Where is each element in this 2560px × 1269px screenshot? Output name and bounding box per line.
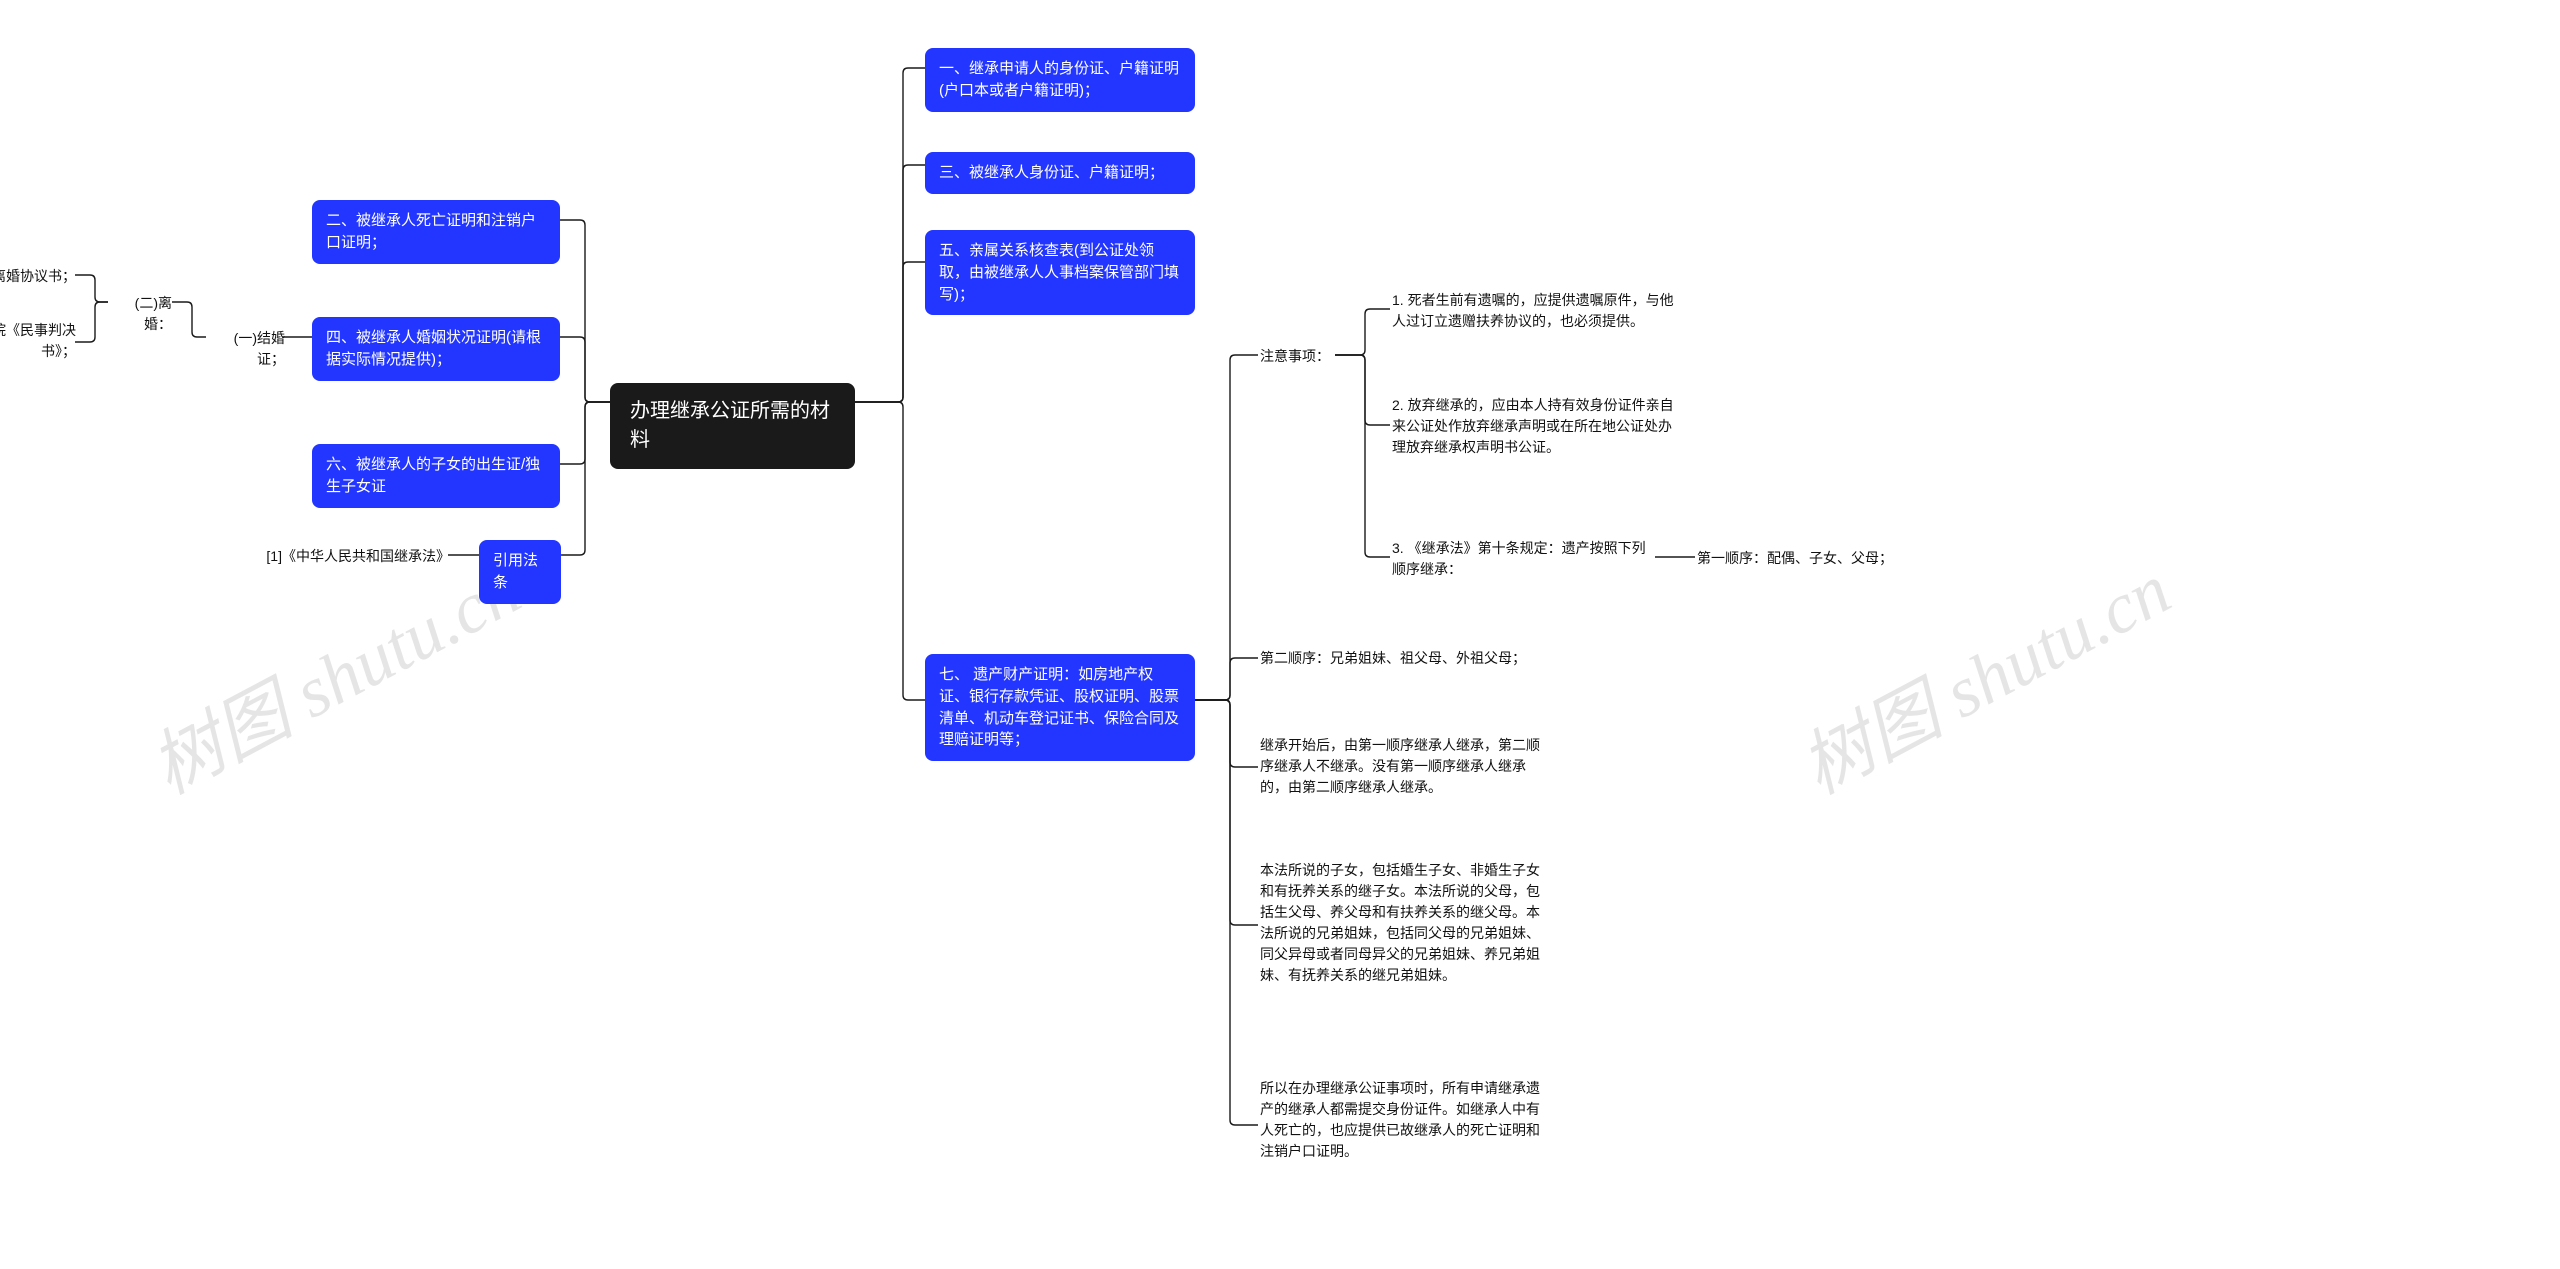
node-cite-ref: [1]《中华人民共和国继承法》: [265, 546, 450, 567]
watermark-left: 树图 shutu.cn: [129, 531, 535, 813]
node-so: 所以在办理继承公证事项时，所有申请继承遗产的继承人都需提交身份证件。如继承人中有…: [1260, 1078, 1550, 1162]
node-l2: 二、被继承人死亡证明和注销户口证明；: [312, 200, 560, 264]
node-note3: 3. 《继承法》第十条规定：遗产按照下列顺序继承：: [1392, 538, 1652, 580]
node-defs: 本法所说的子女，包括婚生子女、非婚生子女和有抚养关系的继子女。本法所说的父母，包…: [1260, 860, 1550, 986]
node-div1: (1)民政局登记的《离婚证》和离婚协议书；: [0, 266, 76, 287]
node-note1: 1. 死者生前有遗嘱的，应提供遗嘱原件，与他人过订立遗赠扶养协议的，也必须提供。: [1392, 290, 1682, 332]
mindmap-canvas: 树图 shutu.cn 树图 shutu.cn: [0, 0, 2560, 1269]
watermark-right: 树图 shutu.cn: [1779, 531, 2185, 813]
node-note3-first: 第一顺序：配偶、子女、父母；: [1697, 548, 1917, 569]
node-r7: 七、 遗产财产证明：如房地产权证、银行存款凭证、股权证明、股票清单、机动车登记证…: [925, 654, 1195, 761]
root-node: 办理继承公证所需的材料: [610, 383, 855, 469]
node-l4: 四、被继承人婚姻状况证明(请根据实际情况提供)；: [312, 317, 560, 381]
node-note2: 2. 放弃继承的，应由本人持有效身份证件亲自来公证处作放弃继承声明或在所在地公证…: [1392, 395, 1682, 458]
node-div2: (2)法院《民事调解书》或法院《民事判决书》；: [0, 320, 76, 362]
node-r1: 一、继承申请人的身份证、户籍证明(户口本或者户籍证明)；: [925, 48, 1195, 112]
node-divorce: (二)离婚：: [108, 293, 172, 335]
node-notes-label: 注意事项：: [1260, 346, 1340, 367]
node-start-after: 继承开始后，由第一顺序继承人继承，第二顺序继承人不继承。没有第一顺序继承人继承的…: [1260, 735, 1550, 798]
node-l6: 六、被继承人的子女的出生证/独生子女证: [312, 444, 560, 508]
node-second-order: 第二顺序：兄弟姐妹、祖父母、外祖父母；: [1260, 648, 1550, 669]
node-r5: 五、亲属关系核查表(到公证处领取，由被继承人人事档案保管部门填写)；: [925, 230, 1195, 315]
node-cite: 引用法条: [479, 540, 561, 604]
node-marr-cert: (一)结婚证；: [207, 328, 285, 370]
node-r3: 三、被继承人身份证、户籍证明；: [925, 152, 1195, 194]
